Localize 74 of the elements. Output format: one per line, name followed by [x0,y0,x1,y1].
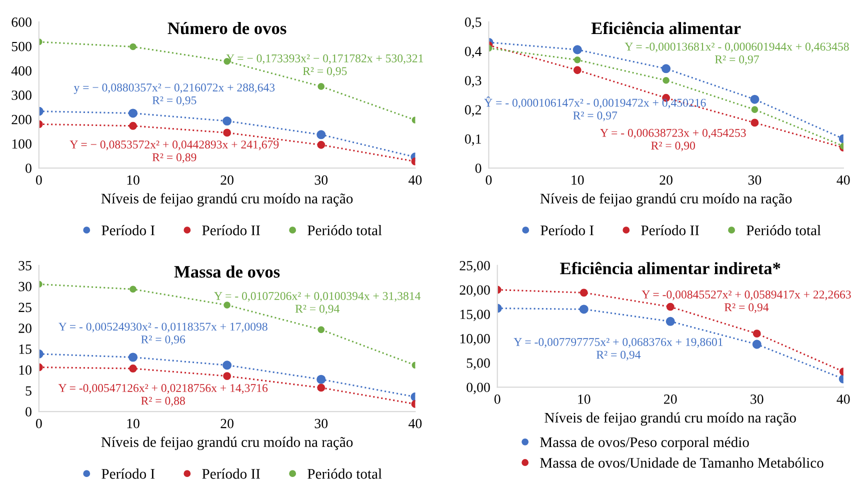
x-tick-label: 30 [748,175,762,185]
chart-title: Eficiência alimentar indireta* [560,262,780,274]
annotation: Y = - 0,00638723x + 0,454253 R² = 0,90 [600,128,746,152]
x-tick-label: 10 [127,175,140,185]
legend-label: Periódo total [308,468,382,479]
annotation: y = − 0,0880357x² − 0,216072x + 288,643 R² = 0,95 [74,84,275,106]
x-tick-label: 0 [494,394,500,404]
x-tick-label: 10 [572,175,584,185]
legend-label: Periódo total [308,225,382,236]
y-tick-label: 300 [12,90,32,100]
x-tick-label: 40 [836,175,850,185]
annotation: Y = -0,007797775x² + 0,068376x + 19,8601 R² = 0,94 [514,338,723,360]
y-tick-label: 20,00 [460,285,490,297]
x-tick-label: 30 [314,418,328,428]
y-tick-label: 0,00 [466,382,490,394]
y-tick-label: 0,1 [464,134,481,146]
y-tick-label: 0,5 [464,18,482,29]
x-tick-label: 10 [127,418,140,428]
y-tick-label: 0 [475,164,482,173]
legend-label: Período II [202,225,260,236]
y-tick-label: 400 [11,66,32,76]
chart-title: Número de ovos [168,22,286,34]
legend-label: Periódo total [746,225,821,236]
annotation: Y = - 0,0107206x² + 0,0100394x + 31,3814 R² = 0,94 [214,292,421,314]
y-tick-label: 5,00 [466,358,490,370]
annotation: Y = - 0,00524930x² - 0,0118357x + 17,0098 R² = 0,96 [58,322,268,346]
x-tick-label: 30 [314,175,328,185]
y-tick-label: 35 [18,261,32,270]
y-tick-label: 0 [26,407,32,416]
x-axis-title: Níveis de feijao grandú cru moído na ração [101,193,353,207]
y-tick-label: 0,3 [464,76,482,88]
legend-label: Período I [102,468,155,479]
legend-label: Período I [102,225,155,236]
y-tick-label: 500 [12,42,32,52]
x-axis-title: Níveis de feijao grandú cru moído na ração [101,436,353,450]
x-tick-label: 0 [36,418,42,428]
annotation: Y = − 0,0853572x² + 0,0442893x + 241,679 R² = 0,89 [70,140,279,163]
legend-label: Período I [540,225,594,236]
y-tick-label: 20 [18,324,32,333]
x-tick-label: 40 [408,175,422,185]
x-tick-label: 20 [660,175,672,185]
y-tick-label: 0,2 [464,105,482,117]
y-tick-label: 25 [18,302,32,312]
y-tick-label: 600 [12,18,32,27]
legend-label: Massa de ovos/Peso corporal médio [540,436,749,450]
annotation: Y = -0,00547126x² + 0,0218756x + 14,3716 R² = 0,88 [58,384,268,406]
y-tick-label: 25,00 [460,261,490,272]
y-tick-label: 30 [18,282,32,292]
annotation: Y = -0,00013681x² - 0,000601944x + 0,463458 R² = 0,97 [624,42,849,66]
y-tick-label: 15 [19,344,32,354]
legend-label: Período II [641,225,699,236]
chart-title: Eficiência alimentar [591,22,741,34]
legend-label: Período II [202,468,260,479]
y-tick-label: 10,00 [460,334,490,346]
y-tick-label: 0,4 [464,46,482,58]
x-axis-title: Níveis de feijao grandú cru moído na ração [544,412,796,426]
x-tick-label: 10 [578,394,590,404]
x-tick-label: 20 [664,394,677,404]
legend-label: Massa de ovos/Unidade de Tamanho Metabólico [540,457,824,468]
x-tick-label: 30 [750,394,764,404]
y-tick-label: 10 [19,365,32,375]
y-tick-label: 5 [26,386,32,396]
y-tick-label: 15,00 [460,310,490,322]
x-axis-title: Níveis de feijao grandú cru moído na ração [540,193,792,207]
y-tick-label: 200 [12,114,32,124]
y-tick-label: 100 [12,139,32,149]
y-tick-label: 0 [26,164,32,173]
x-tick-label: 20 [220,175,234,185]
x-tick-label: 0 [36,175,42,185]
x-tick-label: 20 [220,418,234,428]
annotation: Y = -0,00845527x² + 0,0589417x + 22,2663 R² = 0,94 [642,290,851,313]
chart-title: Massa de ovos [174,265,280,278]
x-tick-label: 40 [836,394,850,404]
x-tick-label: 40 [408,418,422,428]
